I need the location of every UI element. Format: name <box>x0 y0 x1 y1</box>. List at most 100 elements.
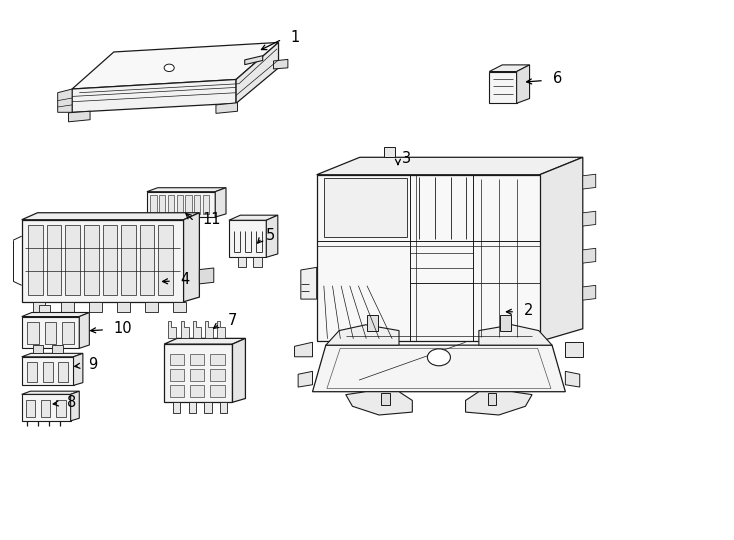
Polygon shape <box>159 225 173 295</box>
Polygon shape <box>28 225 43 295</box>
Polygon shape <box>210 369 225 381</box>
Polygon shape <box>26 362 37 382</box>
Polygon shape <box>147 188 226 192</box>
Text: 3: 3 <box>401 151 410 166</box>
Text: 10: 10 <box>114 321 132 336</box>
Polygon shape <box>496 341 526 355</box>
Polygon shape <box>22 357 73 386</box>
Polygon shape <box>479 325 552 345</box>
Polygon shape <box>22 316 79 348</box>
Circle shape <box>164 64 174 71</box>
Polygon shape <box>170 369 184 381</box>
Text: 9: 9 <box>88 357 97 372</box>
Polygon shape <box>203 195 209 214</box>
Polygon shape <box>488 393 496 404</box>
Polygon shape <box>47 225 62 295</box>
Polygon shape <box>384 147 395 157</box>
Polygon shape <box>274 59 288 69</box>
Polygon shape <box>22 353 83 357</box>
Polygon shape <box>170 386 184 397</box>
Polygon shape <box>65 225 80 295</box>
Polygon shape <box>39 305 51 313</box>
Polygon shape <box>565 342 584 357</box>
Text: 2: 2 <box>524 303 533 318</box>
Polygon shape <box>117 302 130 312</box>
Polygon shape <box>57 400 65 417</box>
Polygon shape <box>177 195 183 214</box>
Polygon shape <box>58 89 72 112</box>
Polygon shape <box>539 157 583 341</box>
Polygon shape <box>215 188 226 217</box>
Polygon shape <box>229 220 266 257</box>
Polygon shape <box>22 394 70 421</box>
Polygon shape <box>164 339 245 344</box>
Polygon shape <box>316 157 583 175</box>
Polygon shape <box>238 257 246 267</box>
Polygon shape <box>465 392 532 415</box>
Polygon shape <box>52 345 63 353</box>
Polygon shape <box>59 362 68 382</box>
Polygon shape <box>172 302 186 312</box>
Polygon shape <box>62 322 73 344</box>
Polygon shape <box>26 400 35 417</box>
Text: 5: 5 <box>266 228 275 243</box>
Polygon shape <box>324 178 407 237</box>
Polygon shape <box>186 195 192 214</box>
Polygon shape <box>22 313 90 316</box>
Polygon shape <box>170 354 184 365</box>
Polygon shape <box>22 213 200 220</box>
Polygon shape <box>346 392 413 415</box>
Polygon shape <box>164 344 233 402</box>
Polygon shape <box>229 215 277 220</box>
Polygon shape <box>583 174 596 189</box>
Polygon shape <box>181 321 189 339</box>
Polygon shape <box>210 354 225 365</box>
Polygon shape <box>583 285 596 300</box>
Polygon shape <box>517 65 529 103</box>
Polygon shape <box>326 325 399 345</box>
Polygon shape <box>583 248 596 263</box>
Polygon shape <box>150 195 156 214</box>
Polygon shape <box>316 175 539 341</box>
Polygon shape <box>205 402 211 413</box>
Polygon shape <box>43 362 53 382</box>
Text: 4: 4 <box>180 272 189 287</box>
Polygon shape <box>253 257 262 267</box>
Polygon shape <box>68 111 90 122</box>
Polygon shape <box>236 43 278 103</box>
Polygon shape <box>89 302 101 312</box>
Polygon shape <box>193 321 201 339</box>
Text: 1: 1 <box>290 30 299 45</box>
Polygon shape <box>294 342 313 357</box>
Polygon shape <box>220 402 228 413</box>
Polygon shape <box>190 386 205 397</box>
Circle shape <box>427 349 451 366</box>
Polygon shape <box>346 341 374 355</box>
Polygon shape <box>172 402 180 413</box>
Polygon shape <box>266 215 277 257</box>
Polygon shape <box>145 302 158 312</box>
Polygon shape <box>22 220 184 302</box>
Polygon shape <box>244 56 263 65</box>
Polygon shape <box>159 195 165 214</box>
Polygon shape <box>190 354 205 365</box>
Polygon shape <box>189 402 196 413</box>
Polygon shape <box>45 322 57 344</box>
Polygon shape <box>200 268 214 284</box>
Polygon shape <box>195 195 200 214</box>
Polygon shape <box>27 322 39 344</box>
Polygon shape <box>169 321 176 339</box>
Polygon shape <box>216 103 238 113</box>
Polygon shape <box>367 315 378 330</box>
Polygon shape <box>84 225 98 295</box>
Polygon shape <box>72 79 236 112</box>
Polygon shape <box>583 211 596 226</box>
Polygon shape <box>32 302 46 312</box>
Polygon shape <box>217 321 225 339</box>
Polygon shape <box>233 339 245 402</box>
Text: 7: 7 <box>228 313 237 328</box>
Polygon shape <box>32 345 43 353</box>
Polygon shape <box>298 372 313 387</box>
Polygon shape <box>70 391 79 421</box>
Polygon shape <box>190 369 205 381</box>
